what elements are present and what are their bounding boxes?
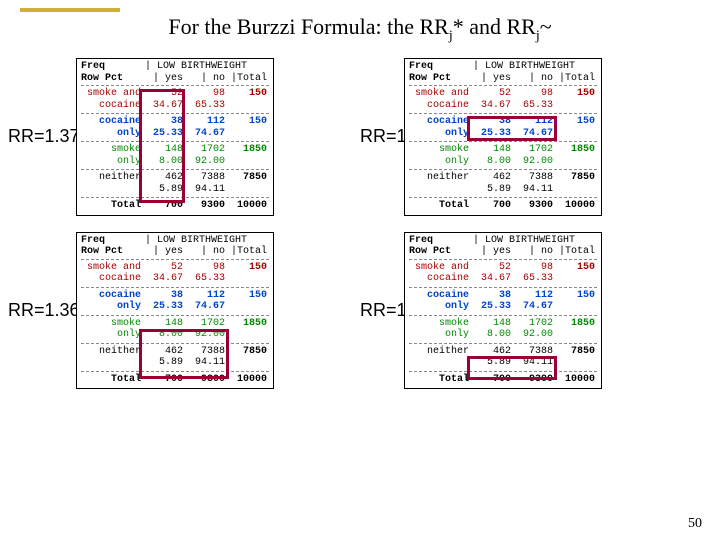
- accent-bar: [20, 8, 120, 12]
- title-text-2: * and RR: [453, 14, 536, 39]
- title-text-1: For the Burzzi Formula: the RR: [168, 14, 448, 39]
- panel-bottom-right: RR=1 Freq| LOW BIRTHWEIGHTRow Pct| yes| …: [360, 232, 712, 390]
- crosstab-1: Freq| LOW BIRTHWEIGHTRow Pct| yes| no|To…: [404, 58, 602, 216]
- rr-label-1: RR=1.37: [8, 126, 76, 147]
- crosstab-0: Freq| LOW BIRTHWEIGHTRow Pct| yes| no|To…: [76, 58, 274, 216]
- page-number: 50: [688, 516, 702, 532]
- rr-label-2: RR=1: [360, 126, 404, 147]
- slide-title: For the Burzzi Formula: the RRj* and RRj…: [0, 14, 720, 44]
- panel-top-left: RR=1.37 Freq| LOW BIRTHWEIGHTRow Pct| ye…: [8, 58, 360, 216]
- rr-label-4: RR=1: [360, 300, 404, 321]
- crosstab-2: Freq| LOW BIRTHWEIGHTRow Pct| yes| no|To…: [76, 232, 274, 390]
- title-text-3: ~: [540, 14, 552, 39]
- rr-label-3: RR=1.36: [8, 300, 76, 321]
- panel-bottom-left: RR=1.36 Freq| LOW BIRTHWEIGHTRow Pct| ye…: [8, 232, 360, 390]
- table-grid: RR=1.37 Freq| LOW BIRTHWEIGHTRow Pct| ye…: [0, 58, 720, 389]
- crosstab-3: Freq| LOW BIRTHWEIGHTRow Pct| yes| no|To…: [404, 232, 602, 390]
- panel-top-right: RR=1 Freq| LOW BIRTHWEIGHTRow Pct| yes| …: [360, 58, 712, 216]
